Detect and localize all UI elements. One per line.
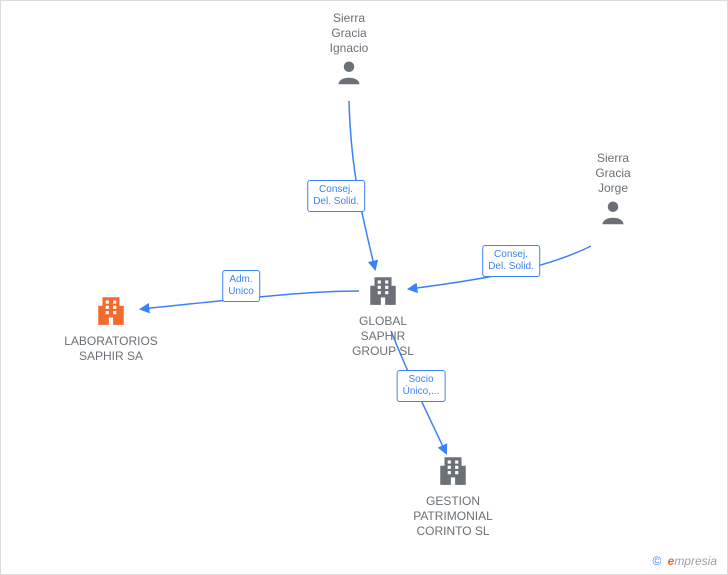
node-label: GESTION PATRIMONIAL CORINTO SL	[393, 494, 513, 539]
node-gestion[interactable]: GESTION PATRIMONIAL CORINTO SL	[393, 453, 513, 539]
brand-rest: mpresia	[674, 554, 717, 568]
copyright-symbol: ©	[652, 554, 661, 568]
node-jorge[interactable]: Sierra Gracia Jorge	[553, 151, 673, 231]
node-global[interactable]: GLOBAL SAPHIR GROUP SL	[323, 273, 443, 359]
node-label: LABORATORIOS SAPHIR SA	[51, 334, 171, 364]
diagram-canvas: Consej. Del. Solid. Consej. Del. Solid. Ad…	[0, 0, 728, 575]
building-icon	[436, 474, 470, 491]
building-icon	[94, 314, 128, 331]
person-icon	[335, 73, 363, 90]
node-labosaphir[interactable]: LABORATORIOS SAPHIR SA	[51, 293, 171, 364]
node-ignacio[interactable]: Sierra Gracia Ignacio	[289, 11, 409, 91]
edge-label-1: Consej. Del. Solid.	[482, 245, 540, 277]
edge-label-3: Socio Único,...	[397, 370, 446, 402]
node-label: Sierra Gracia Ignacio	[289, 11, 409, 56]
node-label: GLOBAL SAPHIR GROUP SL	[323, 314, 443, 359]
edge-label-2: Adm. Unico	[222, 270, 260, 302]
edge-label-0: Consej. Del. Solid.	[307, 180, 365, 212]
watermark: © empresia	[652, 554, 717, 568]
building-icon	[366, 294, 400, 311]
person-icon	[599, 213, 627, 230]
node-label: Sierra Gracia Jorge	[553, 151, 673, 196]
